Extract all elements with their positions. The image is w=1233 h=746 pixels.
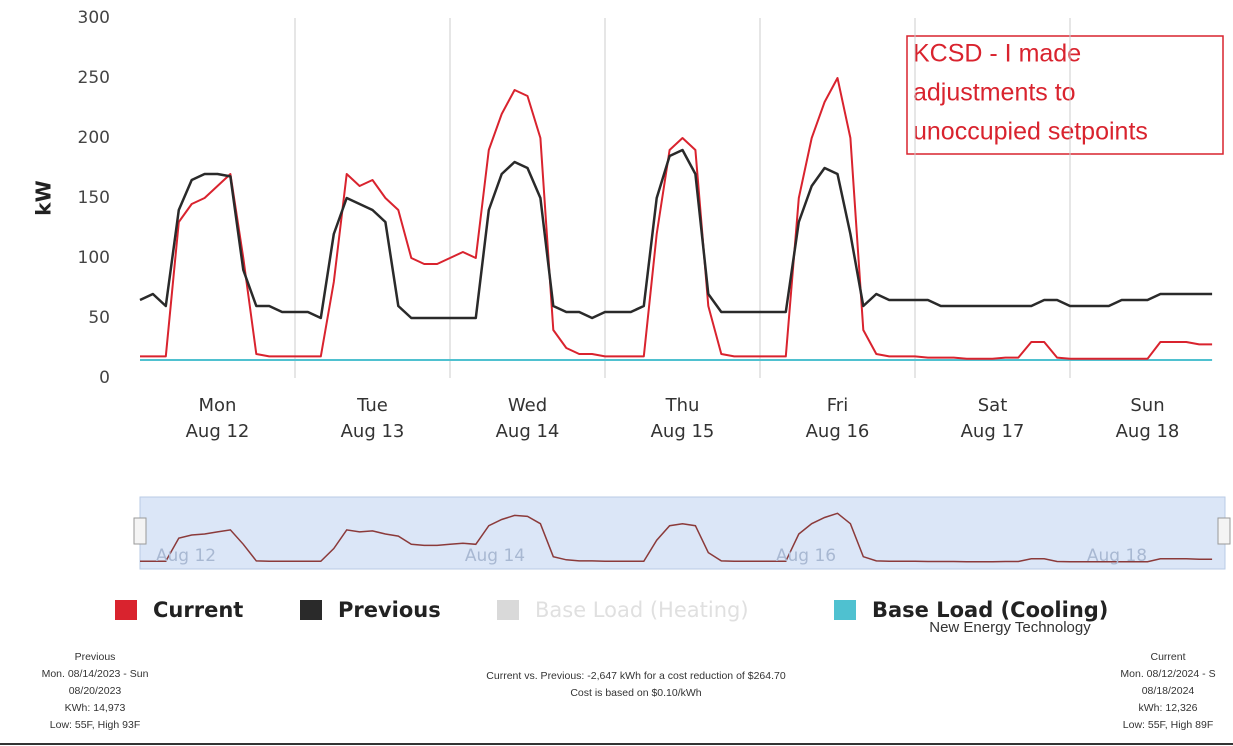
legend-label: Current bbox=[153, 598, 243, 622]
legend-swatch bbox=[115, 600, 137, 620]
x-tick-label: Aug 16 bbox=[806, 421, 870, 442]
x-tick-label: Thu bbox=[665, 395, 700, 416]
x-tick-label: Aug 18 bbox=[1116, 421, 1180, 442]
footer-current: 08/18/2024 bbox=[1142, 685, 1195, 697]
x-tick-label: Sat bbox=[978, 395, 1008, 416]
legend-swatch bbox=[497, 600, 519, 620]
x-tick-label: Mon bbox=[199, 395, 237, 416]
x-tick-label: Fri bbox=[827, 395, 848, 416]
y-tick-label: 0 bbox=[99, 368, 110, 388]
y-tick-label: 100 bbox=[78, 248, 110, 268]
legend-swatch bbox=[300, 600, 322, 620]
x-tick-label: Aug 14 bbox=[496, 421, 560, 442]
navigator-label: Aug 16 bbox=[776, 546, 836, 566]
legend-label: Base Load (Heating) bbox=[535, 598, 749, 622]
y-tick-label: 250 bbox=[78, 68, 110, 88]
company: New Energy Technology bbox=[929, 619, 1091, 636]
annotation: adjustments to bbox=[913, 79, 1076, 107]
navigator-handle[interactable] bbox=[1217, 517, 1231, 545]
x-tick-label: Aug 12 bbox=[186, 421, 250, 442]
x-tick-label: Sun bbox=[1130, 395, 1164, 416]
legend-label: Base Load (Cooling) bbox=[872, 598, 1108, 622]
y-tick-label: 300 bbox=[78, 8, 110, 28]
x-tick-label: Tue bbox=[356, 395, 388, 416]
annotation-box bbox=[906, 35, 1224, 155]
y-tick-label: 150 bbox=[78, 188, 110, 208]
footer-previous: Low: 55F, High 93F bbox=[50, 719, 140, 731]
y-axis-label: kW bbox=[32, 180, 56, 215]
y-tick-label: 200 bbox=[78, 128, 110, 148]
navigator-label: Aug 18 bbox=[1087, 546, 1147, 566]
footer-previous: Previous bbox=[75, 651, 116, 663]
footer-previous: KWh: 14,973 bbox=[65, 702, 126, 714]
footer-previous: 08/20/2023 bbox=[69, 685, 122, 697]
series-line bbox=[139, 148, 1213, 320]
y-tick-label: 50 bbox=[88, 308, 110, 328]
legend-label: Previous bbox=[338, 598, 441, 622]
footer-current: Mon. 08/12/2024 - S bbox=[1120, 668, 1215, 680]
navigator[interactable] bbox=[139, 496, 1226, 570]
series-line bbox=[140, 77, 1213, 360]
x-tick-label: Aug 17 bbox=[961, 421, 1025, 442]
footer-current: Low: 55F, High 89F bbox=[1123, 719, 1213, 731]
navigator-label: Aug 12 bbox=[156, 546, 216, 566]
navigator-handle[interactable] bbox=[133, 517, 147, 545]
annotation: unoccupied setpoints bbox=[913, 118, 1148, 146]
x-tick-label: Aug 15 bbox=[651, 421, 715, 442]
footer-comparison: Cost is based on $0.10/kWh bbox=[570, 687, 701, 699]
footer-previous: Mon. 08/14/2023 - Sun bbox=[42, 668, 149, 680]
x-tick-label: Wed bbox=[508, 395, 547, 416]
legend-swatch bbox=[834, 600, 856, 620]
navigator-label: Aug 14 bbox=[465, 546, 525, 566]
x-tick-label: Aug 13 bbox=[341, 421, 405, 442]
annotation: KCSD - I made bbox=[913, 40, 1081, 68]
footer-current: kWh: 12,326 bbox=[1139, 702, 1198, 714]
footer-comparison: Current vs. Previous: -2,647 kWh for a c… bbox=[486, 670, 786, 682]
footer-current: Current bbox=[1150, 651, 1185, 663]
navigator-line bbox=[140, 512, 1213, 563]
